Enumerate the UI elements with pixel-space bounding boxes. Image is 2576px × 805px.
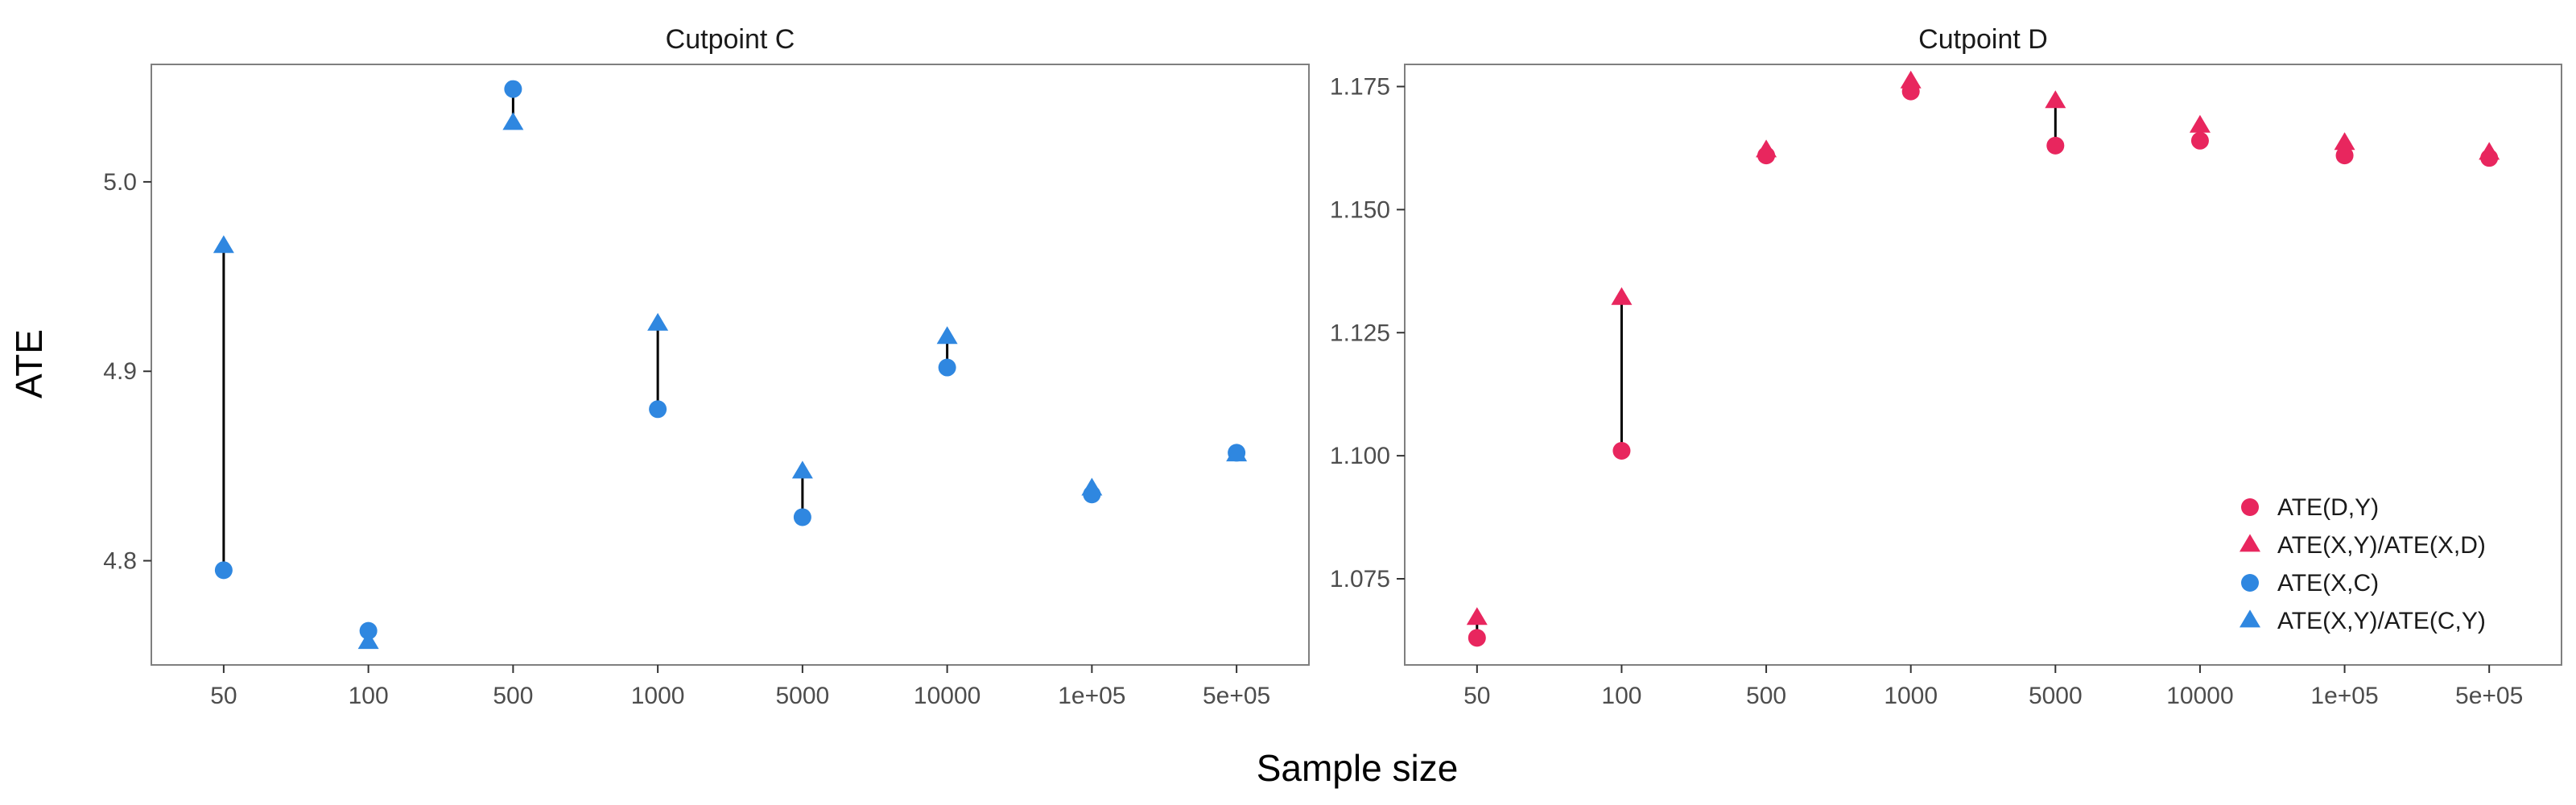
point-circle [2046, 136, 2065, 155]
y-tick-label: 5.0 [103, 169, 137, 196]
point-circle [649, 400, 667, 419]
x-tick-label: 5000 [2029, 683, 2083, 709]
point-triangle [2479, 142, 2500, 160]
point-triangle [2045, 90, 2066, 109]
x-tick-label: 50 [1463, 683, 1490, 709]
legend-label: ATE(D,Y) [2277, 494, 2379, 521]
point-circle [2335, 147, 2354, 165]
x-tick-label: 500 [493, 683, 533, 709]
x-tick-label: 1e+05 [1058, 683, 1125, 709]
y-tick-label: 1.150 [1330, 196, 1390, 223]
x-tick-label: 5e+05 [1203, 683, 1270, 709]
y-tick-label: 4.8 [103, 548, 137, 575]
point-triangle [2334, 132, 2355, 151]
panel-2: Cutpoint D 1.075 1.100 1.125 1.150 1.175 50 100… [1330, 24, 2562, 709]
legend-item: ATE(X,Y)/ATE(X,D) [2240, 532, 2486, 559]
x-tick-label: 50 [210, 683, 237, 709]
legend-key-triangle [2240, 534, 2260, 552]
x-tick-label: 1e+05 [2310, 683, 2378, 709]
point-triangle [1900, 70, 1922, 89]
point-triangle [647, 312, 669, 331]
point-triangle [791, 460, 813, 479]
legend-label: ATE(X,Y)/ATE(C,Y) [2277, 608, 2486, 634]
legend-item: ATE(X,C) [2241, 570, 2379, 597]
x-tick-label: 5e+05 [2455, 683, 2523, 709]
y-tick-label: 1.175 [1330, 74, 1390, 101]
point-circle [1468, 629, 1486, 647]
point-triangle [1226, 444, 1248, 462]
point-triangle [936, 326, 958, 345]
y-axis-title: ATE [8, 329, 50, 398]
x-tick-label: 5000 [776, 683, 830, 709]
point-circle [359, 621, 378, 640]
legend-item: ATE(D,Y) [2241, 494, 2379, 521]
y-tick-label: 1.125 [1330, 320, 1390, 346]
legend-label: ATE(X,Y)/ATE(X,D) [2277, 532, 2486, 559]
panel-border [1404, 64, 2562, 666]
point-triangle [213, 235, 234, 254]
point-triangle [2189, 114, 2211, 133]
panel-border [151, 64, 1310, 666]
x-tick-label: 10000 [2166, 683, 2233, 709]
point-triangle [1611, 287, 1633, 305]
point-triangle [357, 631, 379, 650]
legend-key-circle [2241, 498, 2259, 516]
point-circle [214, 561, 233, 580]
x-tick-label: 500 [1746, 683, 1786, 709]
y-tick-label: 4.9 [103, 358, 137, 385]
legend-key-circle [2241, 574, 2259, 592]
legend-item: ATE(X,Y)/ATE(C,Y) [2240, 608, 2486, 634]
y-tick-label: 1.075 [1330, 566, 1390, 592]
point-triangle [1081, 477, 1103, 496]
x-tick-label: 1000 [631, 683, 685, 709]
point-circle [793, 508, 811, 526]
x-tick-label: 100 [349, 683, 389, 709]
panel-1: Cutpoint C 4.8 4.9 5.0 50 100 500 1000 5000 10000… [103, 24, 1310, 709]
legend: ATE(D,Y) ATE(X,Y)/ATE(X,D) ATE(X,C) ATE(X,Y… [2240, 494, 2486, 634]
legend-key-triangle [2240, 609, 2260, 628]
x-tick-label: 100 [1601, 683, 1641, 709]
point-triangle [1756, 139, 1777, 158]
x-axis-title: Sample size [1257, 747, 1459, 789]
point-circle [1612, 442, 1631, 460]
point-circle [2190, 131, 2209, 150]
x-tick-label: 10000 [914, 683, 980, 709]
point-circle [504, 80, 522, 98]
panel-title: Cutpoint D [1918, 24, 2048, 55]
point-triangle [502, 112, 524, 130]
panel-title: Cutpoint C [666, 24, 795, 55]
point-triangle [1466, 607, 1488, 625]
x-tick-label: 1000 [1884, 683, 1938, 709]
y-tick-label: 1.100 [1330, 443, 1390, 469]
point-circle [938, 358, 956, 377]
legend-label: ATE(X,C) [2277, 570, 2379, 597]
